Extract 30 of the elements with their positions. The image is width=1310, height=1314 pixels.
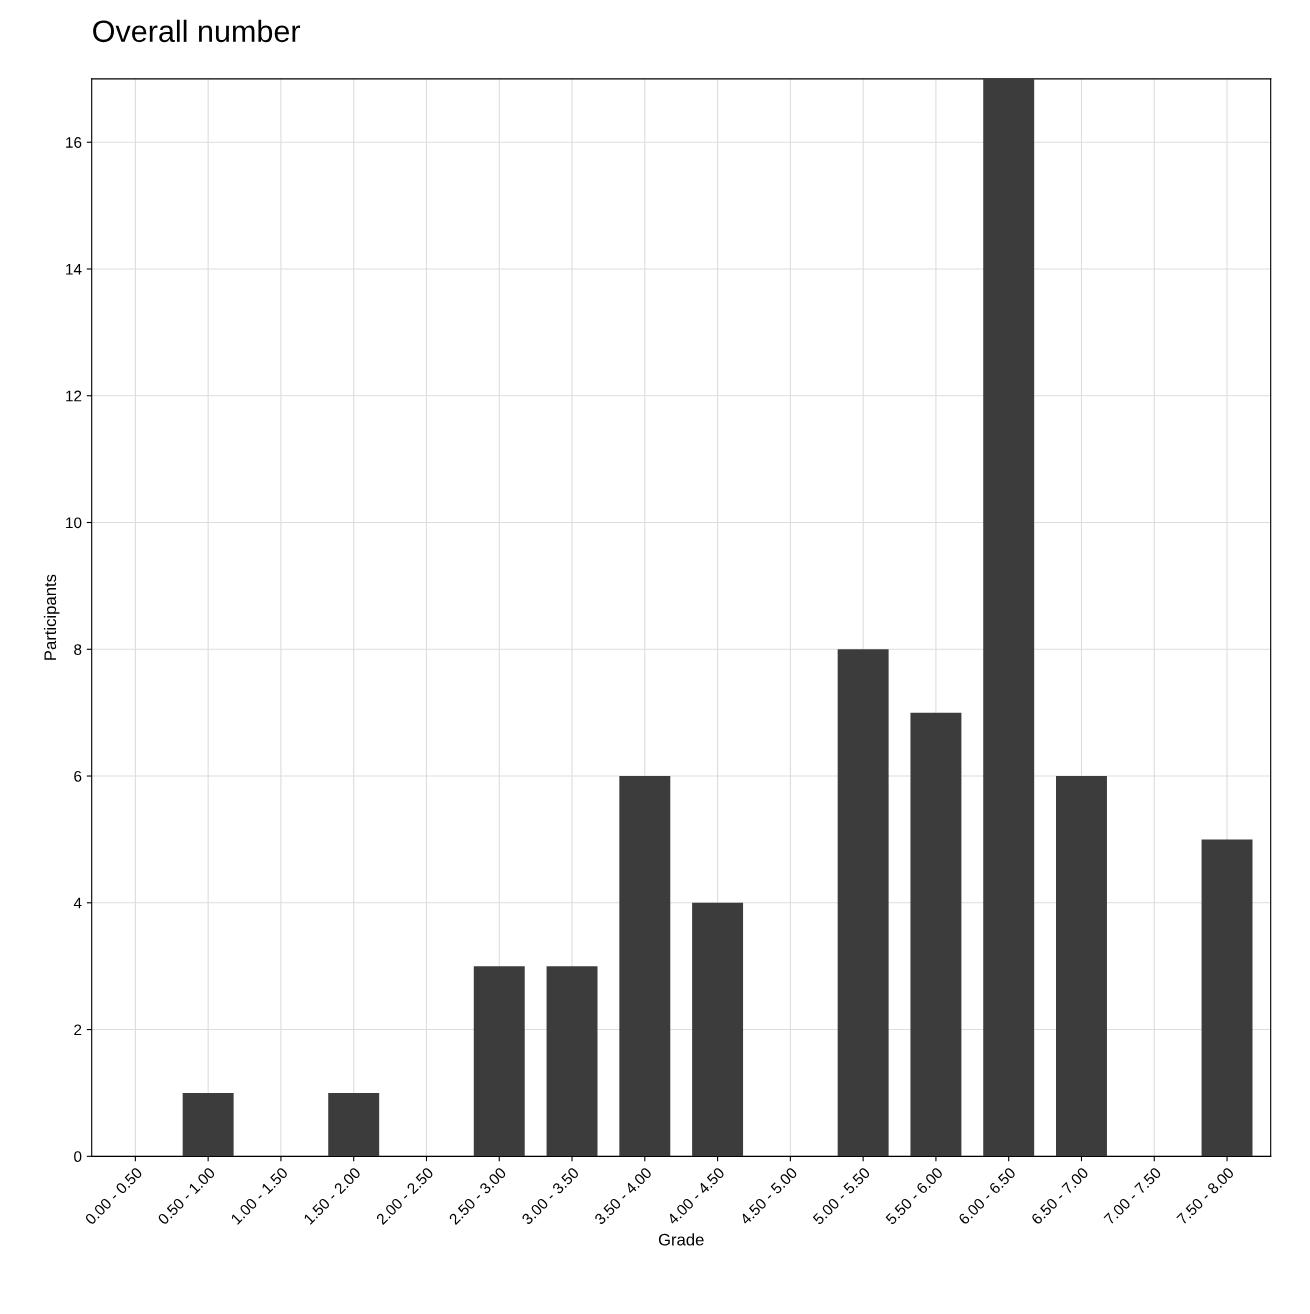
bar (1201, 839, 1253, 1157)
x-axis-title: Grade (658, 1233, 704, 1246)
x-tick-label: 5.50 - 6.00 (884, 1166, 944, 1226)
chart-title: Overall number (93, 19, 301, 43)
y-tick-label: 16 (66, 137, 82, 148)
y-tick-label: 14 (66, 264, 82, 275)
bar (182, 1092, 234, 1157)
bar (983, 78, 1035, 1157)
y-tick-label: 10 (66, 517, 82, 529)
x-tick-label: 3.50 - 4.00 (593, 1166, 653, 1226)
x-tick-label: 0.00 - 0.50 (84, 1166, 143, 1226)
bar (546, 966, 598, 1157)
bar (619, 776, 671, 1157)
y-tick-label: 8 (74, 644, 82, 655)
x-tick-label: 6.50 - 7.00 (1030, 1166, 1089, 1226)
y-tick-label: 2 (74, 1024, 82, 1036)
x-tick-label: 4.00 - 4.50 (666, 1166, 726, 1226)
bar (837, 649, 889, 1157)
y-tick-label: 0 (74, 1151, 82, 1163)
y-axis-title: Participants (43, 574, 60, 660)
x-tick-label: 6.00 - 6.50 (957, 1166, 1017, 1226)
y-tick-label: 12 (66, 390, 82, 402)
bar (692, 902, 744, 1157)
bar (473, 966, 525, 1157)
bar (328, 1092, 380, 1157)
y-tick-label: 6 (74, 770, 82, 782)
bar (910, 712, 962, 1157)
bar (1056, 776, 1107, 1157)
y-tick-label: 4 (73, 897, 82, 909)
x-tick-label: 7.00 - 7.50 (1103, 1166, 1162, 1226)
